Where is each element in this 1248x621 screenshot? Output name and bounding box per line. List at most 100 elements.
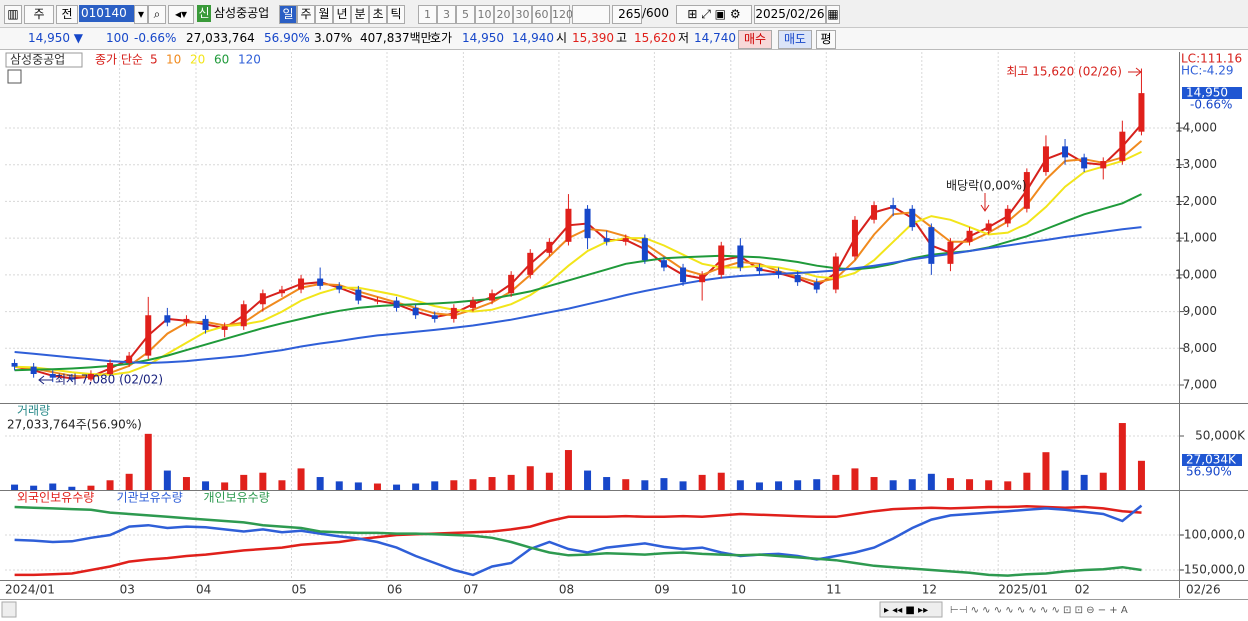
avg-button[interactable]: 평 [816,30,836,49]
volume-bar [163,470,171,490]
code-input[interactable]: 010140 [79,5,135,22]
candle-body [737,245,744,268]
volume-bar [1118,423,1126,490]
volume-bar [698,474,706,490]
market-select[interactable]: 주 [24,5,54,24]
zoom-icons[interactable]: ⊢⊣ ∿ ∿ ∿ ∿ ∿ ∿ ∿ ∿ ⊡ ⊡ ⊖ − + A [950,605,1128,616]
dropdown[interactable]: ▾ [134,5,148,24]
volume-bar [660,478,668,490]
period-button[interactable]: 년 [333,5,351,24]
sell-button[interactable]: 매도 [778,30,812,49]
tool-icons[interactable]: ⊞ ⤢ ▣ ⚙ [676,5,752,24]
volume-bar [1023,472,1031,490]
scroll-icons[interactable]: ▸ ◂◂ ■ ▸▸ [884,605,928,616]
info-bar: 14,950 ▼ 100 -0.66% 27,033,764 56.90% 3.… [0,28,1248,50]
volume-bar [335,481,343,490]
sound-button[interactable]: ◂▾ [168,5,194,24]
candle-body [832,256,839,290]
candle-body [1138,93,1145,132]
period-button[interactable]: 주 [297,5,315,24]
period-button[interactable]: 초 [369,5,387,24]
candle-body [508,274,515,294]
volume-ratio: 56.90% [264,31,310,45]
interval-button[interactable]: 5 [456,5,475,24]
volume-bar [259,472,267,490]
volume-bar [1137,460,1145,490]
count-input[interactable]: 265 [612,5,642,24]
scroll-left[interactable] [1,601,17,618]
period-button[interactable]: 분 [351,5,369,24]
interval-button[interactable]: 30 [513,5,532,24]
volume-bar [144,433,152,490]
volume-bar [106,480,114,490]
interval-button[interactable]: 20 [494,5,513,24]
period-button[interactable]: 틱 [387,5,405,24]
calendar-button[interactable]: ▦ [826,5,840,24]
candle-body [890,205,897,209]
candle-body [489,293,496,301]
change-pct: -0.66% [134,31,177,45]
volume-bar [946,478,954,490]
ma-line [14,150,1142,376]
candle-body [11,362,18,367]
x-last-label: 02/26 [1186,583,1221,597]
candle-body [775,271,782,275]
y-tick-label: 9,000 [1183,304,1217,318]
interval-button[interactable]: 60 [532,5,551,24]
menu-icon[interactable]: ▥ [4,5,22,24]
x-tick-label: 03 [120,583,135,597]
interval-button[interactable]: 120 [551,5,573,24]
volume-bar [297,468,305,490]
high-label: 고 [616,31,628,45]
volume-bar [1004,481,1012,490]
volume-bar [641,480,649,490]
candle-body [718,245,725,275]
candle-body [107,362,114,374]
x-tick-label: 2025/01 [998,583,1048,597]
volume-bar [832,474,840,490]
legend-entry: 60 [214,53,229,67]
x-tick-label: 2024/01 [5,583,55,597]
period-button[interactable]: 월 [315,5,333,24]
volume-bar [1042,452,1050,490]
candle-body [87,373,94,380]
legend-entry: 10 [166,53,181,67]
candle-body [527,252,534,275]
volume-bar [221,482,229,490]
period-button[interactable]: 일 [279,5,297,24]
interval-button[interactable]: 3 [437,5,456,24]
candle-body [126,355,133,363]
turnover: 3.07% [314,31,353,45]
volume-bar [526,466,534,490]
change: 100 [106,31,129,45]
last-price: 14,950 [1186,86,1228,100]
ma-label: 종가 단순 [95,53,143,67]
scroll-controls[interactable] [879,601,943,618]
candle-body [1042,146,1049,173]
candle-body [1100,161,1107,169]
volume-bar [603,477,611,490]
lc-label: LC:111.16 [1181,52,1242,66]
candle-body [68,377,75,380]
stock-label: 삼성중공업 [10,53,65,67]
volume-bar [125,473,133,490]
mode-button[interactable]: 전 [56,5,78,24]
table-icon[interactable] [7,69,22,84]
legend-entry: 기관보유수량 [117,491,183,505]
annotation-arrow [38,375,53,385]
y-tick-label: 13,000 [1175,157,1217,171]
candle-body [202,318,209,330]
interval-button[interactable]: 10 [475,5,494,24]
badge: 신 [197,5,211,22]
annotation-arrow [1128,67,1142,77]
search-button[interactable]: ⌕ [148,5,166,24]
interval-button[interactable]: 1 [418,5,437,24]
blank-select[interactable] [572,5,610,24]
candle-body [1023,172,1030,209]
candle-body [756,267,763,272]
quote-label: 호가 [430,31,453,45]
date-input[interactable]: 2025/02/26 [754,5,826,24]
high: 15,620 [634,31,676,45]
buy-button[interactable]: 매수 [738,30,772,49]
last-change: -0.66% [1190,98,1232,112]
